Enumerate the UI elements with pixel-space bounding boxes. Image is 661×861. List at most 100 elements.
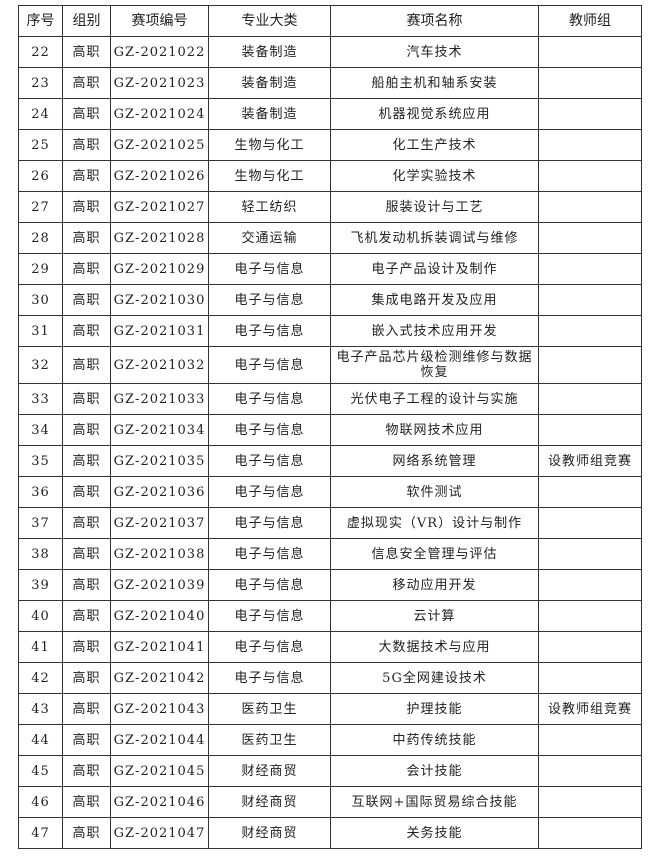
table-row: 32 高职 GZ-2021032 电子与信息 电子产品芯片级检测维修与数据恢复	[18, 346, 642, 384]
table-row: 36 高职 GZ-2021036 电子与信息 软件测试	[18, 476, 642, 508]
cell-teacher-group	[538, 631, 642, 663]
table-row: 27 高职 GZ-2021027 轻工纺织 服装设计与工艺	[18, 191, 642, 223]
cell-category: 财经商贸	[208, 817, 331, 849]
cell-index: 30	[18, 284, 63, 316]
cell-teacher-group	[538, 346, 642, 384]
cell-index: 40	[18, 600, 63, 632]
cell-code: GZ-2021028	[110, 222, 209, 254]
cell-teacher-group	[538, 569, 642, 601]
cell-teacher-group	[538, 724, 642, 756]
cell-teacher-group	[538, 755, 642, 787]
table-row: 39 高职 GZ-2021039 电子与信息 移动应用开发	[18, 569, 642, 601]
cell-index: 36	[18, 476, 63, 508]
cell-category: 电子与信息	[208, 600, 331, 632]
cell-category: 装备制造	[208, 67, 331, 99]
table-row: 30 高职 GZ-2021030 电子与信息 集成电路开发及应用	[18, 284, 642, 316]
cell-teacher-group	[538, 191, 642, 223]
cell-code: GZ-2021038	[110, 538, 209, 570]
cell-group: 高职	[62, 631, 111, 663]
cell-category: 装备制造	[208, 98, 331, 130]
cell-name: 服装设计与工艺	[330, 191, 539, 223]
table-row: 31 高职 GZ-2021031 电子与信息 嵌入式技术应用开发	[18, 315, 642, 347]
cell-name: 大数据技术与应用	[330, 631, 539, 663]
cell-code: GZ-2021033	[110, 383, 209, 415]
cell-category: 生物与化工	[208, 129, 331, 161]
cell-name: 汽车技术	[330, 36, 539, 68]
cell-teacher-group	[538, 67, 642, 99]
table-row: 42 高职 GZ-2021042 电子与信息 5G全网建设技术	[18, 662, 642, 694]
cell-index: 46	[18, 786, 63, 818]
cell-group: 高职	[62, 755, 111, 787]
cell-index: 43	[18, 693, 63, 725]
table-row: 28 高职 GZ-2021028 交通运输 飞机发动机拆装调试与维修	[18, 222, 642, 254]
cell-teacher-group: 设教师组竞赛	[538, 693, 642, 725]
cell-name: 关务技能	[330, 817, 539, 849]
cell-name: 虚拟现实（VR）设计与制作	[330, 507, 539, 539]
cell-name: 嵌入式技术应用开发	[330, 315, 539, 347]
cell-group: 高职	[62, 346, 111, 384]
cell-code: GZ-2021040	[110, 600, 209, 632]
cell-code: GZ-2021044	[110, 724, 209, 756]
cell-name: 网络系统管理	[330, 445, 539, 477]
table-row: 22 高职 GZ-2021022 装备制造 汽车技术	[18, 36, 642, 68]
cell-category: 电子与信息	[208, 538, 331, 570]
cell-group: 高职	[62, 383, 111, 415]
cell-category: 轻工纺织	[208, 191, 331, 223]
table-row: 35 高职 GZ-2021035 电子与信息 网络系统管理 设教师组竞赛	[18, 445, 642, 477]
cell-index: 29	[18, 253, 63, 285]
cell-index: 24	[18, 98, 63, 130]
cell-index: 32	[18, 346, 63, 384]
cell-code: GZ-2021046	[110, 786, 209, 818]
cell-teacher-group	[538, 253, 642, 285]
cell-group: 高职	[62, 315, 111, 347]
cell-teacher-group	[538, 507, 642, 539]
header-code: 赛项编号	[110, 5, 209, 37]
cell-category: 生物与化工	[208, 160, 331, 192]
cell-group: 高职	[62, 98, 111, 130]
cell-teacher-group	[538, 786, 642, 818]
cell-group: 高职	[62, 786, 111, 818]
cell-group: 高职	[62, 600, 111, 632]
cell-code: GZ-2021037	[110, 507, 209, 539]
cell-code: GZ-2021025	[110, 129, 209, 161]
cell-teacher-group	[538, 315, 642, 347]
cell-group: 高职	[62, 476, 111, 508]
table-row: 34 高职 GZ-2021034 电子与信息 物联网技术应用	[18, 414, 642, 446]
cell-group: 高职	[62, 507, 111, 539]
cell-code: GZ-2021035	[110, 445, 209, 477]
cell-name: 互联网+国际贸易综合技能	[330, 786, 539, 818]
cell-group: 高职	[62, 817, 111, 849]
cell-group: 高职	[62, 284, 111, 316]
cell-index: 35	[18, 445, 63, 477]
cell-code: GZ-2021030	[110, 284, 209, 316]
cell-index: 26	[18, 160, 63, 192]
cell-code: GZ-2021034	[110, 414, 209, 446]
table-row: 43 高职 GZ-2021043 医药卫生 护理技能 设教师组竞赛	[18, 693, 642, 725]
cell-teacher-group	[538, 538, 642, 570]
cell-group: 高职	[62, 129, 111, 161]
cell-category: 电子与信息	[208, 253, 331, 285]
cell-category: 电子与信息	[208, 383, 331, 415]
cell-code: GZ-2021027	[110, 191, 209, 223]
cell-index: 31	[18, 315, 63, 347]
cell-code: GZ-2021032	[110, 346, 209, 384]
cell-code: GZ-2021047	[110, 817, 209, 849]
cell-code: GZ-2021029	[110, 253, 209, 285]
cell-group: 高职	[62, 191, 111, 223]
cell-teacher-group	[538, 98, 642, 130]
cell-index: 34	[18, 414, 63, 446]
cell-code: GZ-2021026	[110, 160, 209, 192]
cell-name: 电子产品芯片级检测维修与数据恢复	[330, 346, 539, 384]
cell-index: 37	[18, 507, 63, 539]
header-group: 组别	[62, 5, 111, 37]
table-row: 24 高职 GZ-2021024 装备制造 机器视觉系统应用	[18, 98, 642, 130]
header-row: 序号 组别 赛项编号 专业大类 赛项名称 教师组	[18, 5, 642, 37]
cell-category: 财经商贸	[208, 786, 331, 818]
cell-group: 高职	[62, 36, 111, 68]
cell-index: 39	[18, 569, 63, 601]
cell-group: 高职	[62, 222, 111, 254]
cell-index: 22	[18, 36, 63, 68]
cell-category: 电子与信息	[208, 569, 331, 601]
cell-group: 高职	[62, 693, 111, 725]
cell-group: 高职	[62, 160, 111, 192]
